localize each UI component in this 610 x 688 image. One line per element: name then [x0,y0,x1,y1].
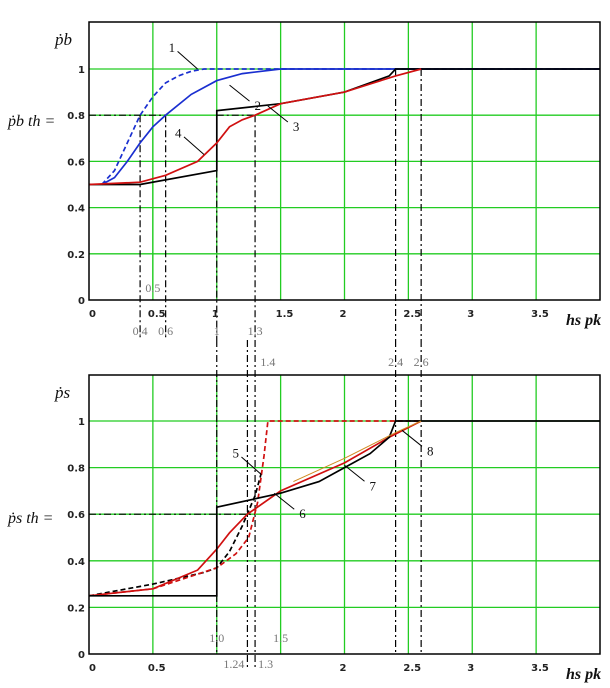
panel2-series-7-line [89,420,600,597]
panel2-y-tick-label: 0 [78,650,85,661]
panel1-x-tick-label: 1.5 [276,309,294,320]
panel2-callout-leader [273,492,295,510]
panel1-y-tick-label: 0.2 [67,250,85,261]
panel1-threshold-label: ṗb th = [7,113,55,130]
panel2-callout-label-7: 7 [370,478,377,493]
panel2-x-tick-label: 3 [467,663,474,674]
panel1-x-tick-label: 3 [467,309,474,320]
panel2-y-tick-label: 0.8 [67,464,85,475]
panel2-y-tick-label: 0.2 [67,603,85,614]
panel2-callout-label-6: 6 [299,506,306,521]
panel2-y-axis-label: ṗs [54,383,71,402]
panel1-y-tick-label: 1 [78,65,85,76]
panel2-callout-label-8: 8 [427,443,434,458]
panel2-series-8-line [293,420,422,483]
panel2-annotation-value: 1.0 [209,631,224,645]
panel1-series-2-line [101,68,600,186]
panel2-x-tick-label: 3.5 [531,663,549,674]
panel1-series-1-line [101,68,600,186]
panel2-annotation-value: 1.5 [273,631,288,645]
panel1-callout-leader [177,51,198,70]
panel2-callout-leader [401,429,423,447]
panel2-annotation-value: 2.6 [414,355,429,369]
panel1-series-4-line [88,68,422,186]
panel2-series-5r-line [88,420,422,597]
panel1-y-tick-label: 0.4 [67,204,85,215]
panel1-plot-frame [88,21,601,301]
panel2-annotation-value: 2.4 [388,355,403,369]
panel2-annotation-value: 1.3 [258,657,273,671]
panel1-y-tick-label: 0.6 [67,157,85,168]
panel1-callout-label-3: 3 [293,119,300,134]
panel2-series-6-line [88,420,422,597]
panel2-x-tick-label: 0 [89,663,96,674]
panel2-annotation-value: 1.4 [260,355,275,369]
panel2-annotation-value: 1.24 [223,657,244,671]
panel1-callout-label-1: 1 [169,40,176,55]
panel2-threshold-label: ṗs th = [7,510,53,527]
panel1-x-axis-label: hs pk [566,312,601,329]
panel1-y-tick-label: 0 [78,296,85,307]
panel2-callout-leader [241,456,262,475]
panel2-callout-leader [344,464,365,482]
panel1-callout-leader [183,136,205,155]
panel2-x-tick-label: 2.5 [403,663,421,674]
panel2-y-tick-label: 0.6 [67,510,85,521]
panel1-callout-label-2: 2 [255,98,262,113]
panel1-annotation-value: 0.4 [133,324,148,338]
panel2-series-5-line [88,472,263,597]
panel1-x-tick-label: 1 [212,309,219,320]
panel1-x-tick-label: 0 [89,309,96,320]
panel2-y-tick-label: 1 [78,417,85,428]
panel1-y-axis-label: ṗb [54,30,72,49]
panel2-x-tick-label: 2 [340,663,347,674]
panel2-x-tick-label: 0.5 [148,663,166,674]
panel1-y-tick-label: 0.8 [67,111,85,122]
panel1-annotation-value: 0.5 [145,281,160,295]
panel2-x-axis-label: hs pk [566,666,601,683]
panel1-x-tick-label: 2 [340,309,347,320]
panel2-plot-frame [88,374,601,655]
panel2-y-tick-label: 0.4 [67,557,85,568]
panel1-callout-leader [267,105,289,123]
panel1-annotation-value: 1 [214,324,220,338]
panel1-callout-label-4: 4 [175,125,182,140]
panel1-x-tick-label: 0.5 [148,309,166,320]
panel1-x-tick-label: 3.5 [531,309,549,320]
panel1-annotation-value: 0.6 [158,324,173,338]
panel2-callout-label-5: 5 [232,446,239,461]
panel1-callout-leader [229,84,250,102]
panel1-annotation-value: 1.3 [248,324,263,338]
panel1-x-tick-label: 2.5 [403,309,421,320]
